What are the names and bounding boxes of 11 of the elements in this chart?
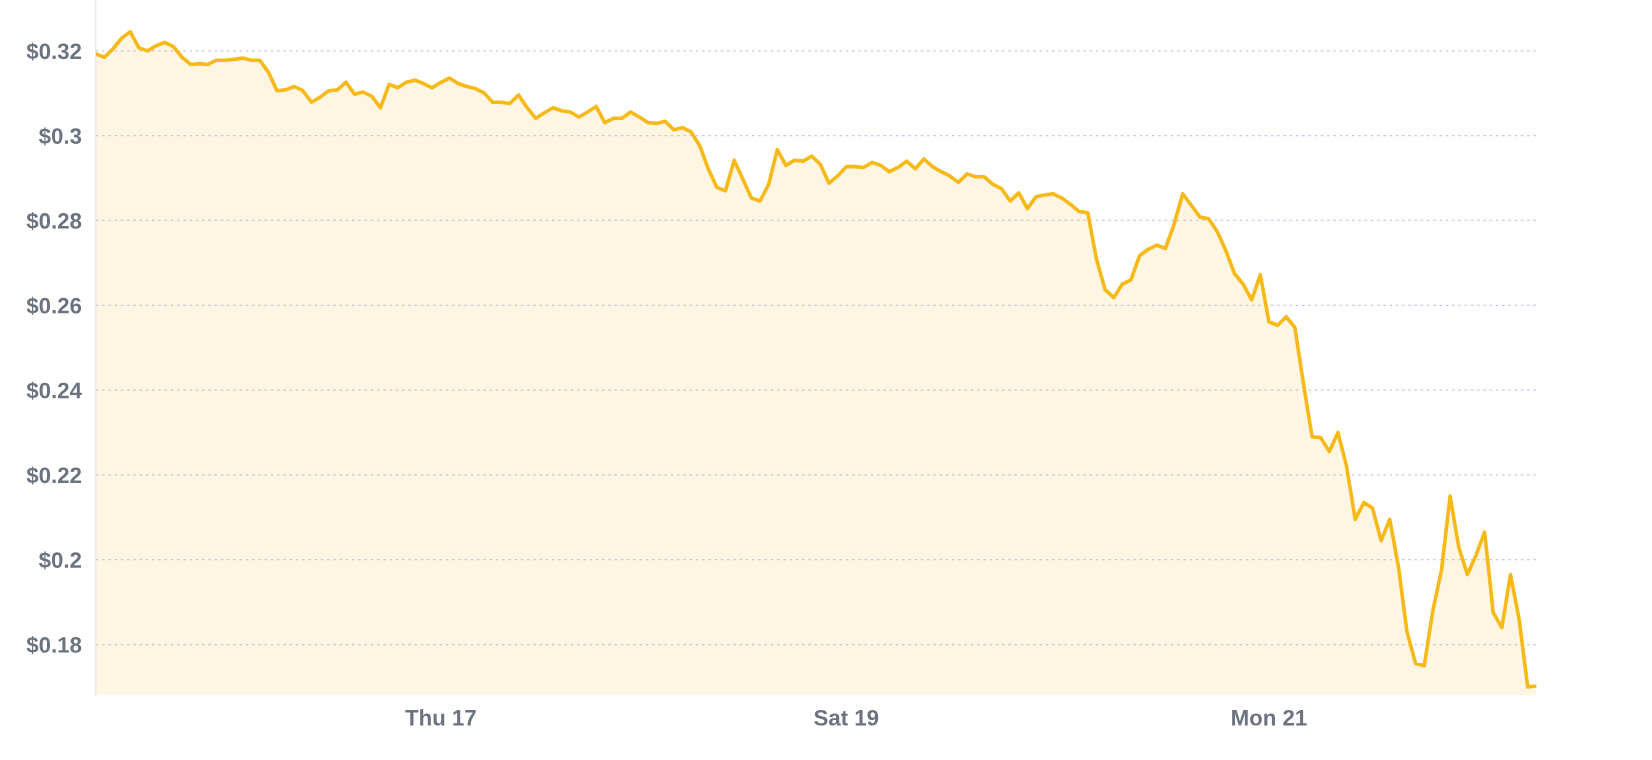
x-tick-label: Sat 19: [814, 709, 879, 726]
y-tick-label: $0.3: [38, 127, 82, 146]
x-tick-label: Thu 17: [405, 709, 476, 726]
y-tick-label: $0.2: [38, 551, 82, 570]
x-tick-label: Mon 21: [1232, 709, 1307, 726]
y-tick-label: $0.22: [26, 466, 82, 485]
y-tick-label: $0.28: [26, 212, 82, 231]
y-tick-label: $0.32: [26, 42, 82, 61]
y-tick-label: $0.18: [26, 636, 82, 655]
y-tick-label: $0.24: [26, 381, 82, 400]
y-tick-label: $0.26: [26, 296, 82, 315]
